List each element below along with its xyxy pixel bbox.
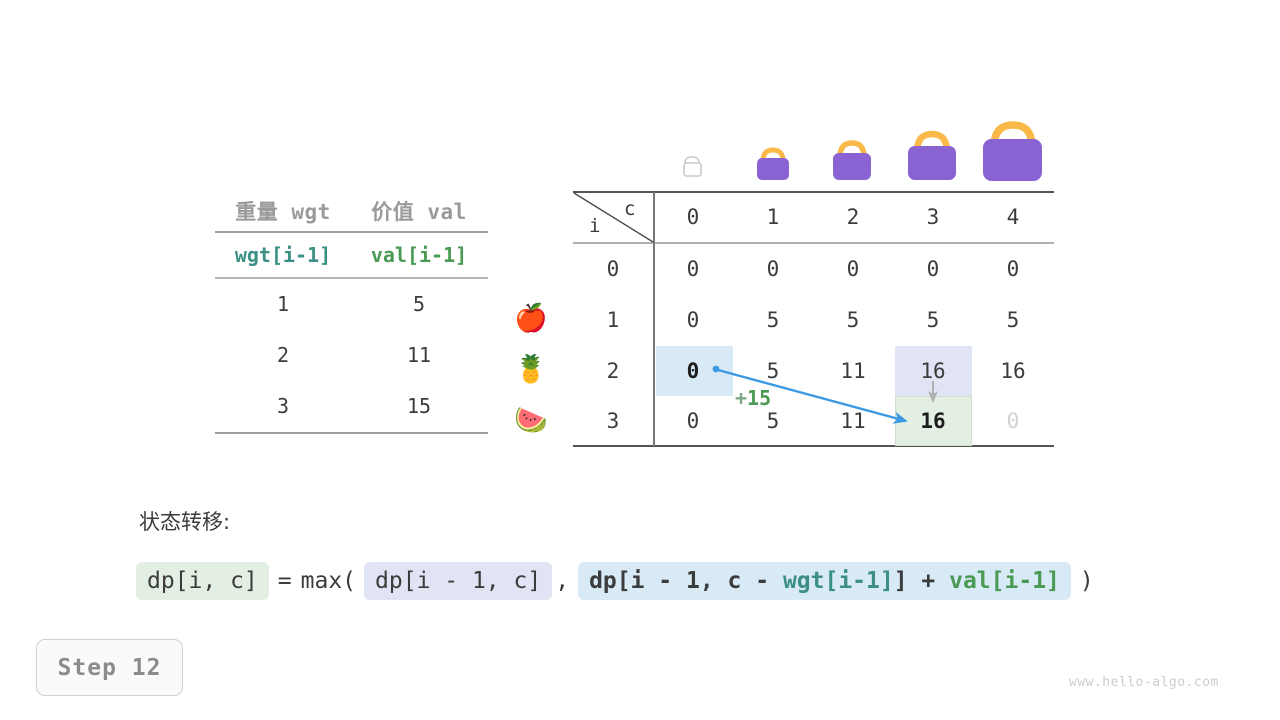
dp-table-bottom-rule	[573, 445, 1054, 447]
wgt-cell: 2	[276, 342, 290, 367]
dp-cell-r0c4: 0	[1006, 257, 1020, 281]
dp-row-header-2: 2	[606, 359, 620, 383]
dp-col-header-0: 0	[686, 205, 700, 229]
bag-icon-capacity-2	[833, 140, 871, 180]
left-table-rule-bottom	[215, 431, 488, 434]
dp-cell-r1c1: 5	[766, 308, 780, 332]
dp-row-header-0: 0	[606, 257, 620, 281]
state-transition-formula: dp[i, c] = max( dp[i - 1, c] , dp[i - 1,…	[136, 558, 1094, 604]
formula-arg2-prefix: dp[i - 1, c -	[589, 567, 783, 594]
bag-icon-capacity-4	[983, 121, 1042, 181]
dp-col-header-2: 2	[846, 205, 860, 229]
state-transition-label: 状态转移:	[139, 510, 231, 534]
formula-arg2: dp[i - 1, c - wgt[i-1]] + val[i-1]	[578, 561, 1071, 601]
dp-cell-r1c2: 5	[846, 308, 860, 332]
formula-close-paren: )	[1079, 568, 1094, 594]
plus-amount: 15	[747, 386, 772, 410]
dp-cell-r0c3: 0	[926, 257, 940, 281]
dp-cell-r1c3: 5	[926, 308, 940, 332]
dp-cell-r1c0: 0	[686, 308, 700, 332]
bag-icon-capacity-0	[683, 156, 702, 177]
left-table-rule-top	[215, 231, 488, 233]
bag-icon-capacity-3	[908, 130, 956, 180]
formula-arg2-val: val[i-1]	[949, 567, 1060, 594]
dp-cell-r0c2: 0	[846, 257, 860, 281]
plus-value-annotation: +15	[735, 386, 771, 410]
header-value: 价值 val	[371, 200, 467, 224]
pineapple-icon: 🍍	[514, 354, 548, 385]
bag-icon-capacity-1	[757, 147, 789, 180]
dp-cell-r2c3: 16	[920, 359, 946, 383]
left-table-row: 3 15	[215, 381, 488, 432]
val-cell: 15	[406, 393, 432, 418]
subheader-val: val[i-1]	[370, 243, 468, 267]
dp-table-header-rule	[573, 242, 1054, 244]
wgt-cell: 1	[276, 291, 290, 316]
formula-separator: ,	[555, 568, 570, 594]
val-cell: 11	[406, 342, 432, 367]
dp-cell-r3c3: 16	[920, 409, 946, 433]
left-table-subheader-row: wgt[i-1] val[i-1]	[215, 233, 488, 277]
step-badge: Step 12	[36, 639, 183, 696]
dp-cell-r2c2: 11	[840, 359, 866, 383]
corner-diagonal-line	[573, 192, 654, 243]
dp-cell-r1c4: 5	[1006, 308, 1020, 332]
watermark: www.hello-algo.com	[1069, 675, 1219, 690]
corner-label-c: c	[624, 198, 636, 220]
formula-arg1: dp[i - 1, c]	[364, 561, 553, 601]
formula-target: dp[i, c]	[136, 561, 269, 601]
dp-col-header-3: 3	[926, 205, 940, 229]
dp-col-header-4: 4	[1006, 205, 1020, 229]
left-table-row: 1 5	[215, 279, 488, 330]
val-cell: 5	[412, 291, 426, 316]
formula-equals: =	[277, 568, 292, 594]
formula-arg2-mid: ] +	[893, 567, 950, 594]
watermelon-icon: 🍉	[514, 405, 548, 436]
dp-table-top-rule	[573, 191, 1054, 193]
subheader-wgt: wgt[i-1]	[234, 243, 332, 267]
left-table-header-row: 重量 wgt 价值 val	[215, 193, 488, 231]
formula-arg2-wgt: wgt[i-1]	[782, 567, 894, 594]
dp-cell-r2c4: 16	[1000, 359, 1026, 383]
dp-cell-r0c1: 0	[766, 257, 780, 281]
left-table-row: 2 11	[215, 330, 488, 381]
dp-cell-r0c0: 0	[686, 257, 700, 281]
fruit-icon-column: 🍎 🍍 🍉	[505, 293, 557, 446]
dp-row-header-1: 1	[606, 308, 620, 332]
dp-cell-r3c2: 11	[840, 409, 866, 433]
dp-row-header-3: 3	[606, 409, 620, 433]
formula-max-open: max(	[300, 568, 357, 594]
dp-cell-r2c0: 0	[686, 359, 700, 383]
dp-cell-r3c4: 0	[1006, 409, 1020, 433]
wgt-cell: 3	[276, 393, 290, 418]
dp-col-header-1: 1	[766, 205, 780, 229]
dp-cell-r3c0: 0	[686, 409, 700, 433]
weights-values-table: 重量 wgt 价值 val wgt[i-1] val[i-1] 1 5 2 11…	[215, 193, 488, 434]
left-table-rule-mid	[215, 277, 488, 279]
plus-sign: +	[735, 386, 748, 410]
corner-label-i: i	[589, 215, 601, 237]
header-weight: 重量 wgt	[235, 200, 331, 224]
dp-table-index-divider	[653, 192, 655, 446]
step-badge-label: Step 12	[57, 654, 162, 681]
apple-icon: 🍎	[514, 303, 548, 334]
